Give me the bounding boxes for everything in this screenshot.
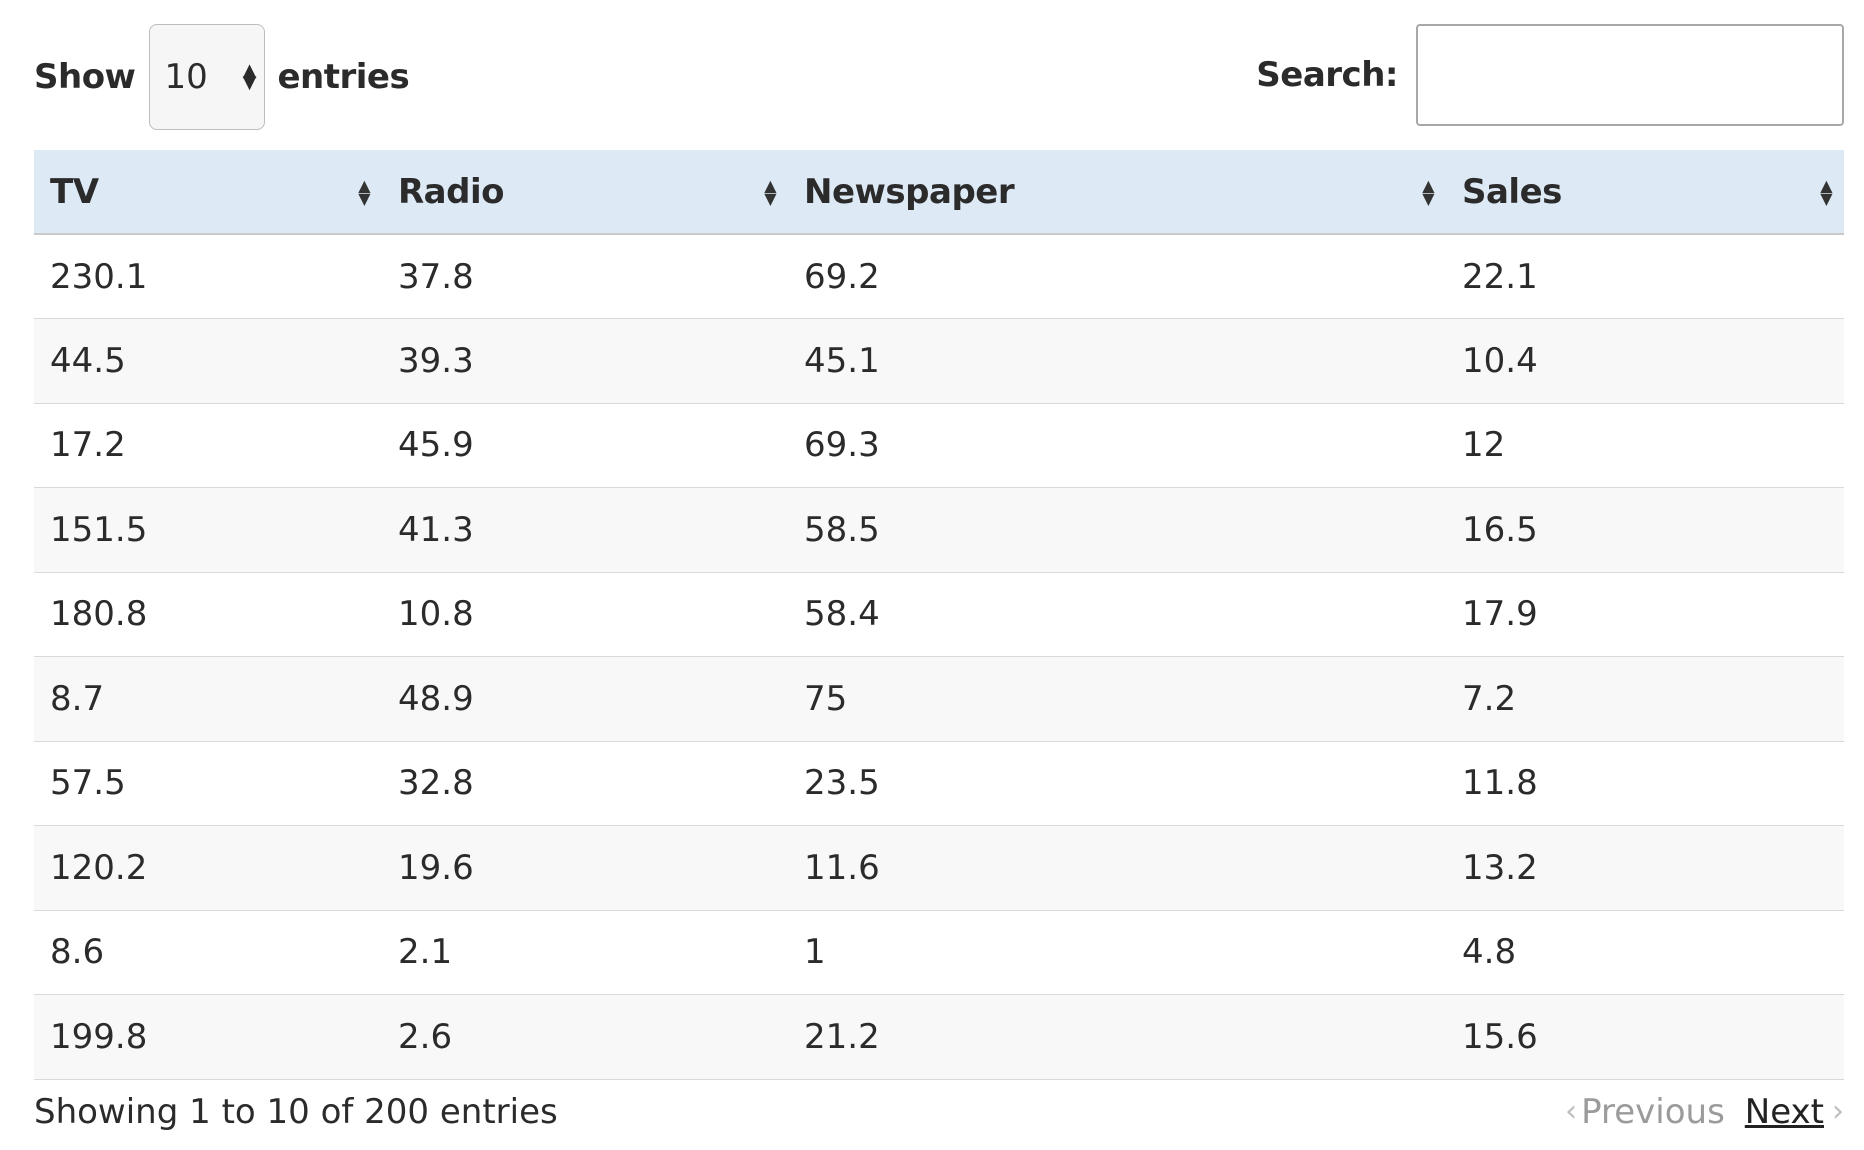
cell-sales: 4.8 xyxy=(1446,910,1844,995)
entries-label: entries xyxy=(277,57,410,97)
cell-tv: 230.1 xyxy=(34,234,382,319)
column-header-label: Radio xyxy=(398,171,504,212)
cell-newspaper: 58.5 xyxy=(788,487,1446,573)
cell-newspaper: 69.2 xyxy=(788,234,1446,319)
sort-both-icon: ▲ ▼ xyxy=(358,175,370,208)
cell-tv: 57.5 xyxy=(34,741,382,826)
sort-both-icon: ▲ ▼ xyxy=(1820,175,1832,208)
column-header-tv[interactable]: TV ▲ ▼ xyxy=(34,150,382,235)
chevron-left-icon: ‹ xyxy=(1565,1094,1578,1129)
table-row: 8.7 48.9 75 7.2 xyxy=(34,656,1844,742)
chevron-right-icon: › xyxy=(1832,1094,1844,1129)
search-control: Search: xyxy=(1256,24,1844,126)
sort-both-icon: ▲ ▼ xyxy=(764,175,776,208)
cell-tv: 8.7 xyxy=(34,656,382,742)
cell-radio: 41.3 xyxy=(382,487,788,573)
show-label: Show xyxy=(34,57,136,97)
table-row: 120.2 19.6 11.6 13.2 xyxy=(34,825,1844,911)
table-row: 57.5 32.8 23.5 11.8 xyxy=(34,741,1844,826)
previous-label: Previous xyxy=(1581,1091,1725,1132)
cell-sales: 22.1 xyxy=(1446,234,1844,319)
table-controls: Show 10 ▲ ▼ entries Search: xyxy=(34,0,1844,150)
table-row: 44.5 39.3 45.1 10.4 xyxy=(34,318,1844,404)
cell-sales: 12 xyxy=(1446,403,1844,488)
cell-radio: 2.1 xyxy=(382,910,788,995)
next-label: Next xyxy=(1744,1091,1824,1132)
cell-sales: 7.2 xyxy=(1446,656,1844,742)
cell-newspaper: 45.1 xyxy=(788,318,1446,404)
search-input[interactable] xyxy=(1416,24,1844,126)
cell-tv: 180.8 xyxy=(34,572,382,657)
data-table: TV ▲ ▼ Radio ▲ ▼ Newspaper ▲ ▼ Sales ▲ ▼ xyxy=(34,150,1844,1080)
cell-sales: 15.6 xyxy=(1446,994,1844,1080)
table-info: Showing 1 to 10 of 200 entries xyxy=(34,1091,558,1132)
column-header-label: Newspaper xyxy=(804,171,1015,212)
entries-length-value: 10 xyxy=(164,57,208,97)
cell-radio: 37.8 xyxy=(382,234,788,319)
previous-button[interactable]: ‹ Previous xyxy=(1565,1092,1725,1132)
select-caret-icon: ▲ ▼ xyxy=(242,60,257,93)
cell-sales: 13.2 xyxy=(1446,825,1844,911)
cell-tv: 17.2 xyxy=(34,403,382,488)
next-button[interactable]: Next › xyxy=(1745,1092,1844,1132)
table-header-row: TV ▲ ▼ Radio ▲ ▼ Newspaper ▲ ▼ Sales ▲ ▼ xyxy=(34,150,1844,235)
cell-tv: 199.8 xyxy=(34,994,382,1080)
cell-sales: 17.9 xyxy=(1446,572,1844,657)
cell-newspaper: 58.4 xyxy=(788,572,1446,657)
column-header-label: Sales xyxy=(1462,171,1562,212)
table-footer: Showing 1 to 10 of 200 entries ‹ Previou… xyxy=(34,1080,1844,1150)
table-row: 17.2 45.9 69.3 12 xyxy=(34,403,1844,488)
column-header-sales[interactable]: Sales ▲ ▼ xyxy=(1446,150,1844,235)
table-row: 199.8 2.6 21.2 15.6 xyxy=(34,994,1844,1080)
table-row: 8.6 2.1 1 4.8 xyxy=(34,910,1844,995)
cell-radio: 39.3 xyxy=(382,318,788,404)
pagination: ‹ Previous Next › xyxy=(1565,1092,1844,1132)
cell-tv: 120.2 xyxy=(34,825,382,911)
cell-radio: 48.9 xyxy=(382,656,788,742)
entries-length-select[interactable]: 10 ▲ ▼ xyxy=(149,24,266,130)
cell-tv: 44.5 xyxy=(34,318,382,404)
cell-newspaper: 75 xyxy=(788,656,1446,742)
cell-sales: 10.4 xyxy=(1446,318,1844,404)
datatable-wrapper: Show 10 ▲ ▼ entries Search: TV ▲ ▼ Radio ▲… xyxy=(34,0,1844,1150)
column-header-newspaper[interactable]: Newspaper ▲ ▼ xyxy=(788,150,1446,235)
table-row: 180.8 10.8 58.4 17.9 xyxy=(34,572,1844,657)
cell-newspaper: 1 xyxy=(788,910,1446,995)
cell-sales: 11.8 xyxy=(1446,741,1844,826)
cell-sales: 16.5 xyxy=(1446,487,1844,573)
column-header-radio[interactable]: Radio ▲ ▼ xyxy=(382,150,788,235)
table-row: 151.5 41.3 58.5 16.5 xyxy=(34,487,1844,573)
cell-newspaper: 23.5 xyxy=(788,741,1446,826)
sort-both-icon: ▲ ▼ xyxy=(1422,175,1434,208)
cell-newspaper: 21.2 xyxy=(788,994,1446,1080)
cell-tv: 151.5 xyxy=(34,487,382,573)
cell-radio: 45.9 xyxy=(382,403,788,488)
length-control: Show 10 ▲ ▼ entries xyxy=(34,24,410,130)
cell-tv: 8.6 xyxy=(34,910,382,995)
search-label: Search: xyxy=(1256,55,1398,95)
cell-radio: 2.6 xyxy=(382,994,788,1080)
cell-radio: 19.6 xyxy=(382,825,788,911)
cell-radio: 32.8 xyxy=(382,741,788,826)
cell-newspaper: 11.6 xyxy=(788,825,1446,911)
table-row: 230.1 37.8 69.2 22.1 xyxy=(34,234,1844,319)
cell-radio: 10.8 xyxy=(382,572,788,657)
cell-newspaper: 69.3 xyxy=(788,403,1446,488)
column-header-label: TV xyxy=(50,171,99,212)
